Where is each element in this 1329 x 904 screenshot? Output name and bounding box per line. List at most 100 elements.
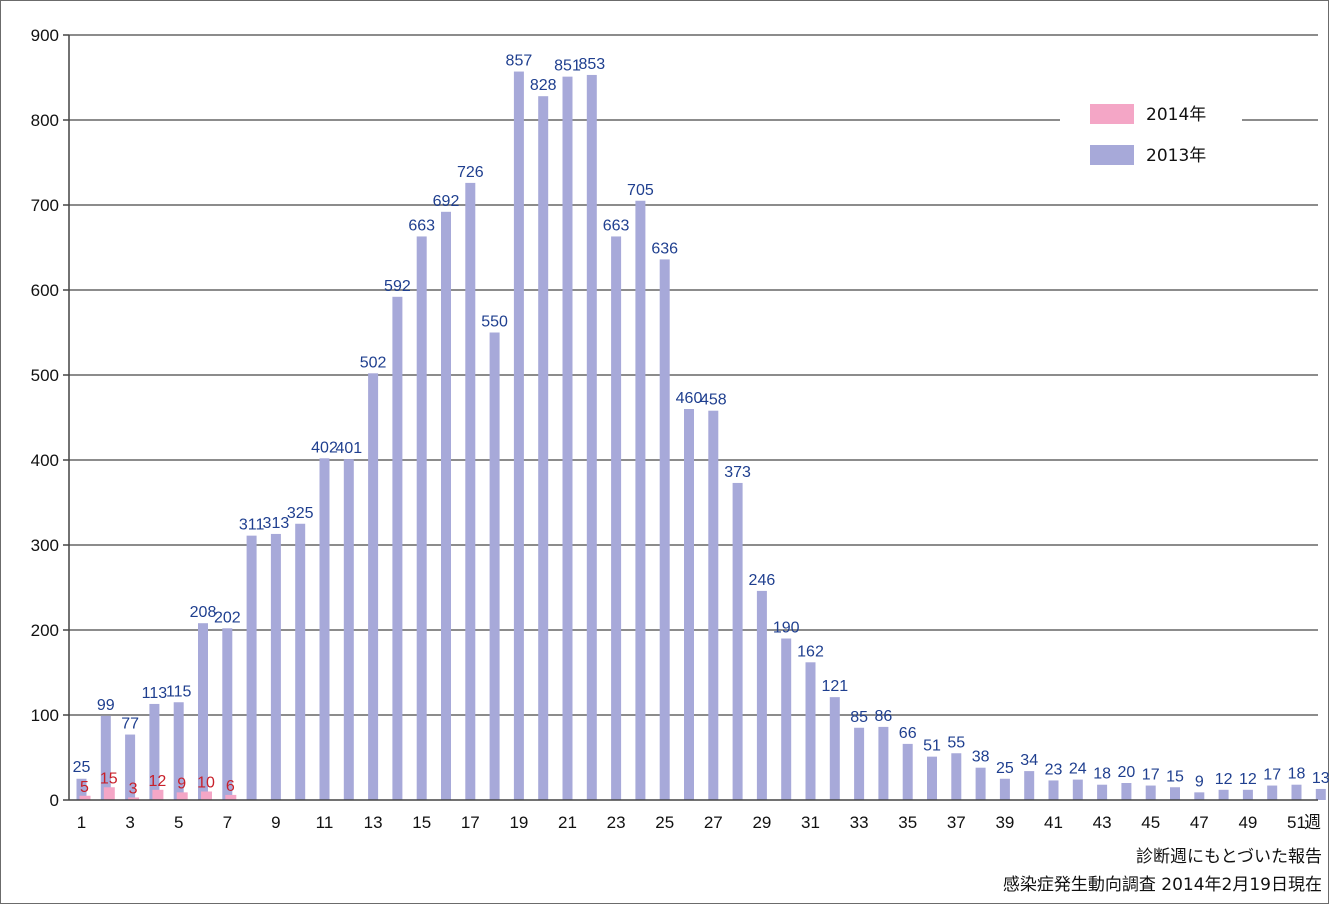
x-tick-label-9: 9 bbox=[271, 813, 280, 832]
bar-2014-week-7 bbox=[225, 794, 237, 800]
x-tick-label-23: 23 bbox=[607, 813, 626, 832]
label-2013-week-16: 692 bbox=[433, 193, 460, 210]
bar-2013-week-10 bbox=[295, 523, 306, 800]
label-2013-week-2: 99 bbox=[97, 697, 115, 714]
label-2013-week-37: 55 bbox=[947, 734, 965, 751]
bar-2013-week-32 bbox=[829, 697, 840, 800]
x-tick-label-45: 45 bbox=[1141, 813, 1160, 832]
label-2013-week-1: 25 bbox=[73, 759, 91, 776]
label-2013-week-43: 18 bbox=[1093, 766, 1111, 783]
bar-2013-week-52 bbox=[1315, 788, 1326, 800]
label-2014-week-6: 10 bbox=[197, 775, 215, 792]
legend-label-2013: 2013年 bbox=[1146, 146, 1206, 166]
bar-2013-week-45 bbox=[1145, 785, 1156, 800]
x-tick-label-43: 43 bbox=[1093, 813, 1112, 832]
bar-2014-week-3 bbox=[128, 797, 140, 800]
bar-2013-week-35 bbox=[902, 743, 913, 800]
axes bbox=[68, 35, 1318, 801]
x-tick-label-21: 21 bbox=[558, 813, 577, 832]
bar-2013-week-51 bbox=[1291, 784, 1302, 800]
label-2013-week-4: 113 bbox=[142, 685, 168, 702]
bar-2013-week-42 bbox=[1072, 779, 1083, 800]
label-2013-week-10: 325 bbox=[287, 505, 314, 522]
label-2013-week-44: 20 bbox=[1118, 764, 1136, 781]
label-2013-week-46: 15 bbox=[1166, 768, 1184, 785]
label-2013-week-19: 857 bbox=[506, 53, 533, 70]
x-tick-label-29: 29 bbox=[752, 813, 771, 832]
bar-2013-week-8 bbox=[246, 535, 257, 800]
bar-2013-week-37 bbox=[951, 753, 962, 800]
label-2013-week-12: 401 bbox=[335, 440, 362, 457]
x-tick-label-33: 33 bbox=[850, 813, 869, 832]
label-2013-week-25: 636 bbox=[651, 240, 678, 257]
label-2013-week-15: 663 bbox=[408, 217, 435, 234]
bar-2013-week-13 bbox=[368, 373, 379, 800]
bar-2013-week-49 bbox=[1242, 789, 1253, 800]
bar-2014-week-1 bbox=[79, 795, 91, 800]
label-2013-week-41: 23 bbox=[1045, 761, 1063, 778]
x-tick-label-41: 41 bbox=[1044, 813, 1063, 832]
y-tick-label-700: 700 bbox=[31, 196, 59, 215]
label-2013-week-7: 202 bbox=[214, 609, 241, 626]
annotation-report-basis: 診断週にもとづいた報告 bbox=[1136, 847, 1322, 867]
bar-2013-week-38 bbox=[975, 767, 986, 800]
bar-2013-week-23 bbox=[611, 236, 622, 800]
x-tick-label-5: 5 bbox=[174, 813, 183, 832]
x-tick-label-49: 49 bbox=[1238, 813, 1257, 832]
x-tick-label-47: 47 bbox=[1190, 813, 1209, 832]
label-2013-week-8: 311 bbox=[239, 517, 265, 534]
label-2014-week-3: 3 bbox=[129, 780, 138, 797]
label-2013-week-42: 24 bbox=[1069, 761, 1087, 778]
label-2013-week-49: 12 bbox=[1239, 771, 1257, 788]
bar-2013-week-27 bbox=[708, 410, 719, 800]
label-2013-week-36: 51 bbox=[923, 738, 941, 755]
legend: 2014年 2013年 bbox=[1060, 92, 1242, 182]
bar-2013-week-7 bbox=[222, 628, 233, 800]
y-tick-label-600: 600 bbox=[31, 281, 59, 300]
x-tick-label-37: 37 bbox=[947, 813, 966, 832]
label-2013-week-27: 458 bbox=[700, 392, 727, 409]
x-tick-label-31: 31 bbox=[801, 813, 820, 832]
bar-2014-week-2 bbox=[103, 787, 115, 800]
bar-2013-week-47 bbox=[1194, 792, 1205, 800]
bar-2013-week-1 bbox=[76, 778, 87, 800]
x-tick-label-25: 25 bbox=[655, 813, 674, 832]
bar-2013-week-24 bbox=[635, 200, 646, 800]
bar-2013-week-6 bbox=[198, 623, 208, 800]
bar-2013-week-33 bbox=[854, 727, 865, 800]
bar-2013-week-21 bbox=[562, 76, 573, 800]
label-2013-week-33: 85 bbox=[850, 709, 868, 726]
bar-2013-week-44 bbox=[1121, 783, 1132, 800]
label-2013-week-24: 705 bbox=[627, 182, 654, 199]
label-2013-week-50: 17 bbox=[1263, 767, 1281, 784]
x-tick-label-1: 1 bbox=[77, 813, 86, 832]
label-2013-week-38: 38 bbox=[972, 749, 990, 766]
label-2013-week-14: 592 bbox=[384, 278, 411, 295]
label-2013-week-47: 9 bbox=[1195, 773, 1204, 790]
label-2013-week-32: 121 bbox=[821, 678, 848, 695]
bar-2013-week-34 bbox=[878, 726, 889, 800]
bar-2013-week-16 bbox=[441, 211, 451, 801]
label-2013-week-13: 502 bbox=[360, 354, 387, 371]
y-tick-label-0: 0 bbox=[50, 791, 59, 810]
label-2013-week-52: 13 bbox=[1312, 770, 1329, 787]
label-2014-week-1: 5 bbox=[80, 779, 89, 796]
legend-swatch-2014 bbox=[1090, 104, 1134, 124]
bar-2013-week-11 bbox=[319, 458, 330, 800]
label-2013-week-34: 86 bbox=[875, 708, 893, 725]
label-2013-week-40: 34 bbox=[1020, 752, 1038, 769]
label-2013-week-20: 828 bbox=[530, 77, 557, 94]
bar-2013-week-30 bbox=[781, 638, 792, 800]
bar-2013-week-17 bbox=[465, 182, 476, 800]
bars bbox=[76, 71, 1326, 801]
label-2013-week-30: 190 bbox=[773, 620, 800, 637]
bar-2013-week-2 bbox=[100, 715, 111, 800]
y-tick-label-100: 100 bbox=[31, 706, 59, 725]
bar-2013-week-28 bbox=[732, 482, 743, 800]
bar-2013-week-29 bbox=[756, 590, 767, 800]
x-tick-label-51: 51 bbox=[1287, 813, 1306, 832]
x-tick-label-39: 39 bbox=[995, 813, 1014, 832]
x-tick-label-15: 15 bbox=[412, 813, 431, 832]
label-2013-week-3: 77 bbox=[121, 716, 139, 733]
